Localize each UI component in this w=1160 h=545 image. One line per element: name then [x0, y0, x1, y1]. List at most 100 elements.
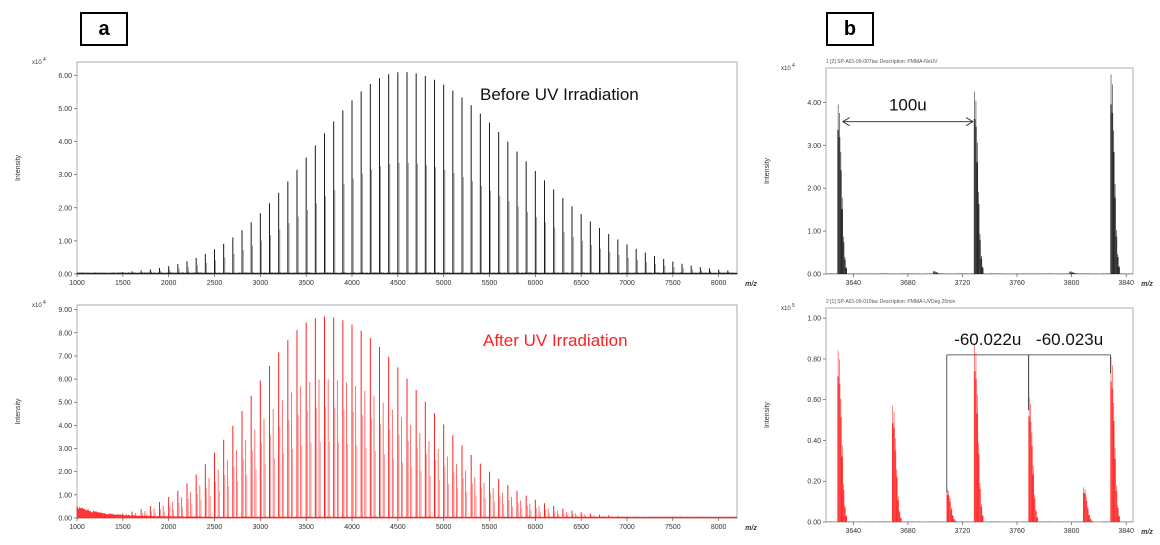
x-tick-label: 2000 [161, 280, 177, 287]
zoom-baseline [825, 272, 1133, 275]
x-tick-label: 5500 [482, 280, 498, 287]
y-exponent-power: 5 [792, 303, 795, 309]
y-tick-label: 0.40 [807, 438, 821, 445]
chart-a-bottom: 0.00 1.00 2.00 3.00 4.00 5.00 6.00 7.00 8.00 9.00… [15, 300, 757, 532]
y-tick-label: 7.00 [58, 353, 72, 360]
x-axis-label: m/z [1141, 529, 1153, 536]
x-tick-label: 7000 [619, 280, 635, 287]
y-tick-label: 0.00 [58, 272, 72, 279]
y-tick-label: 1.00 [807, 229, 821, 236]
x-tick-label: 3500 [298, 280, 314, 287]
y-exponent-label: x10 [781, 66, 791, 72]
y-tick-label: 0.00 [58, 516, 72, 523]
x-tick-label: 4000 [344, 280, 360, 287]
x-tick-label: 3680 [900, 280, 916, 287]
x-axis-label: m/z [745, 525, 757, 532]
bracket-label: -60.022u [954, 330, 1021, 349]
y-tick-label: 9.00 [58, 307, 72, 314]
y-tick-label: 6.00 [58, 73, 72, 80]
y-tick-label: 1.00 [58, 238, 72, 245]
y-axis-label: Intensity [764, 157, 771, 184]
x-tick-label: 2000 [161, 524, 177, 531]
x-tick-label: 7000 [619, 524, 635, 531]
x-tick-label: 6000 [528, 524, 544, 531]
x-tick-label: 3640 [845, 280, 861, 287]
y-tick-label: 1.00 [58, 492, 72, 499]
chart-b-top: 0.00 1.00 2.00 3.00 4.00 3640 3680 3720 3760 3800… [764, 59, 1153, 288]
spectrum-baseline [76, 272, 738, 275]
x-tick-label: 3000 [253, 524, 269, 531]
x-tick-label: 8000 [711, 280, 727, 287]
x-tick-label: 6500 [573, 280, 589, 287]
y-exponent-label: x10 [781, 306, 791, 312]
x-tick-label: 1000 [69, 524, 85, 531]
x-tick-label: 3800 [1064, 280, 1080, 287]
x-tick-label: 6000 [528, 280, 544, 287]
x-tick-label: 8000 [711, 524, 727, 531]
y-exponent-power: 4 [43, 300, 46, 306]
y-exponent-label: x10 [32, 60, 42, 66]
y-tick-label: 3.00 [58, 172, 72, 179]
x-tick-label: 3720 [955, 528, 971, 535]
x-tick-label: 2500 [207, 524, 223, 531]
y-tick-label: 4.00 [58, 139, 72, 146]
spacing-label: 100u [889, 96, 927, 115]
y-tick-label: 5.00 [58, 400, 72, 407]
y-exponent-label: x10 [32, 303, 42, 309]
y-tick-label: 2.00 [58, 205, 72, 212]
chart-a-top: 0.00 1.00 2.00 3.00 4.00 5.00 6.00 1000 1500 2000… [15, 57, 757, 288]
chart-title: 1 [2] SP-A01-09-007tac Description: PMMA… [826, 59, 938, 65]
x-tick-label: 3840 [1118, 280, 1134, 287]
x-tick-label: 3680 [900, 528, 916, 535]
panel-label-a: a [80, 12, 128, 46]
y-tick-label: 3.00 [58, 446, 72, 453]
y-tick-label: 3.00 [807, 143, 821, 150]
x-tick-label: 7500 [665, 524, 681, 531]
x-tick-label: 3840 [1118, 528, 1134, 535]
x-tick-label: 4000 [344, 524, 360, 531]
chart-title: 2 [1] SP-A01-09-010tac Description: PMMA… [826, 299, 955, 305]
x-axis-label: m/z [745, 281, 757, 288]
spectrum-annotation: After UV Irradiation [483, 331, 628, 350]
y-tick-label: 8.00 [58, 330, 72, 337]
y-tick-label: 6.00 [58, 377, 72, 384]
y-axis-label: Intensity [764, 401, 771, 428]
spectrum-baseline [76, 505, 738, 519]
x-tick-label: 3500 [298, 524, 314, 531]
y-tick-label: 0.00 [807, 520, 821, 527]
x-tick-label: 3640 [845, 528, 861, 535]
x-tick-label: 2500 [207, 280, 223, 287]
x-tick-label: 6500 [573, 524, 589, 531]
y-tick-label: 0.80 [807, 356, 821, 363]
y-tick-label: 2.00 [58, 469, 72, 476]
chart-b-bottom: 0.00 0.20 0.40 0.60 0.80 1.00 3640 3680 3720 3760… [764, 299, 1153, 536]
x-tick-label: 5000 [436, 524, 452, 531]
spacing-arrowhead-left [842, 117, 850, 127]
x-tick-label: 4500 [390, 280, 406, 287]
y-tick-label: 4.00 [58, 423, 72, 430]
panel-label-b: b [826, 12, 874, 46]
x-tick-label: 3760 [1009, 280, 1025, 287]
x-tick-label: 7500 [665, 280, 681, 287]
spacing-arrowhead-right [965, 117, 974, 127]
y-tick-label: 5.00 [58, 106, 72, 113]
x-axis-label: m/z [1141, 281, 1153, 288]
y-tick-label: 2.00 [807, 186, 821, 193]
x-tick-label: 5500 [482, 524, 498, 531]
spectrum-annotation: Before UV Irradiation [480, 85, 639, 104]
y-exponent-power: 4 [792, 63, 795, 69]
y-tick-label: 0.60 [807, 397, 821, 404]
bracket-label: -60.023u [1036, 330, 1103, 349]
x-tick-label: 1000 [69, 280, 85, 287]
x-tick-label: 1500 [115, 524, 131, 531]
x-tick-label: 5000 [436, 280, 452, 287]
zoom-baseline [825, 520, 1133, 523]
x-tick-label: 3000 [253, 280, 269, 287]
y-tick-label: 0.20 [807, 479, 821, 486]
y-axis-label: Intensity [15, 398, 22, 425]
y-tick-label: 1.00 [807, 316, 821, 323]
y-axis-label: Intensity [15, 154, 22, 181]
x-tick-label: 3800 [1064, 528, 1080, 535]
x-tick-label: 4500 [390, 524, 406, 531]
